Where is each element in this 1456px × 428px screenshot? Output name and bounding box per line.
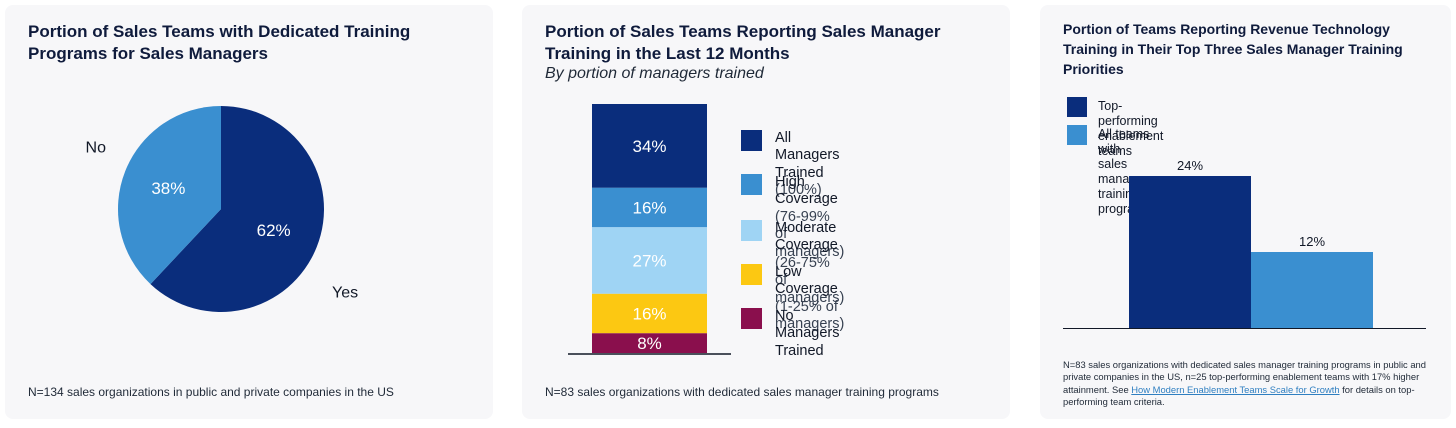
bar — [1251, 252, 1373, 328]
pie-slice-yes — [150, 106, 324, 312]
legend-item: Top-performing enablement teams — [1067, 97, 1163, 159]
legend-detail: (100%) — [775, 182, 822, 199]
legend-label: Low Coverage — [775, 264, 838, 298]
note-text: N=83 sales organizations with dedicated … — [1063, 359, 1426, 395]
stack-data-label: 27% — [632, 252, 666, 271]
stack-data-label: 8% — [637, 334, 662, 353]
pie-slice-no — [118, 105, 221, 285]
bar-data-label: 12% — [1299, 234, 1325, 249]
note-tail: for details on top-performing team crite… — [1063, 383, 1415, 408]
stacked-bar-panel: Portion of Sales Teams Reporting Sales M… — [522, 5, 1010, 419]
legend-item: Low Coverage (1-25% of managers) — [741, 264, 844, 334]
chart-note: N=83 sales organizations with dedicated … — [545, 385, 939, 399]
stack-segment — [592, 227, 707, 294]
chart-title: Portion of Sales Teams with Dedicated Tr… — [28, 22, 411, 64]
legend-swatch — [1067, 125, 1087, 145]
pie-data-label: 62% — [257, 221, 291, 240]
stack-data-label: 16% — [632, 199, 666, 218]
bar-data-label: 24% — [1177, 158, 1203, 173]
legend-label: High Coverage — [775, 174, 838, 208]
chart-subtitle: By portion of managers trained — [545, 65, 764, 82]
legend-swatch — [741, 264, 762, 285]
stacked-bar-chart: 34% 16% 27% 16% 8% — [568, 104, 731, 355]
legend-label: All Managers Trained — [775, 130, 840, 181]
chart-note: N=134 sales organizations in public and … — [28, 385, 394, 399]
legend-detail: (1-25% of managers) — [775, 298, 845, 333]
legend-swatch — [741, 174, 762, 195]
stack-segment — [592, 333, 707, 353]
bar-chart: 24% 12% — [1063, 158, 1426, 329]
legend-swatch — [741, 130, 762, 151]
legend-detail: (26-75% of managers) — [775, 254, 845, 306]
stack-segment — [592, 293, 707, 334]
pie-category-label: Yes — [332, 285, 358, 302]
legend-label: Top-performing enablement teams — [1098, 99, 1164, 158]
pie-chart: 62% Yes 38% No — [86, 105, 358, 312]
chart-note: N=83 sales organizations with dedicated … — [1063, 359, 1428, 409]
legend-label: Moderate Coverage — [775, 220, 838, 254]
legend-swatch — [741, 220, 762, 241]
legend-detail: (76-99% of managers) — [775, 208, 845, 260]
legend-item: Moderate Coverage (26-75% of managers) — [741, 220, 844, 307]
pie-category-label: No — [86, 139, 107, 156]
pie-data-label: 38% — [151, 179, 185, 198]
stack-segment — [592, 104, 707, 188]
legend-swatch — [741, 308, 762, 329]
legend-item: High Coverage (76-99% of managers) — [741, 174, 844, 261]
pie-chart-panel: Portion of Sales Teams with Dedicated Tr… — [5, 5, 493, 419]
chart-title: Portion of Teams Reporting Revenue Techn… — [1063, 21, 1403, 78]
chart-title: Portion of Sales Teams Reporting Sales M… — [545, 22, 941, 64]
legend-item: No Managers Trained — [741, 308, 839, 360]
stack-data-label: 16% — [632, 305, 666, 324]
legend-item: All Managers Trained (100%) — [741, 130, 839, 200]
stack-data-label: 34% — [632, 137, 666, 156]
report-link[interactable]: How Modern Enablement Teams Scale for Gr… — [1131, 383, 1340, 395]
bar — [1129, 176, 1251, 328]
bar-chart-panel: Portion of Teams Reporting Revenue Techn… — [1040, 5, 1451, 419]
legend-label: No Managers Trained — [775, 308, 840, 359]
stack-segment — [592, 187, 707, 228]
legend-swatch — [1067, 97, 1087, 117]
